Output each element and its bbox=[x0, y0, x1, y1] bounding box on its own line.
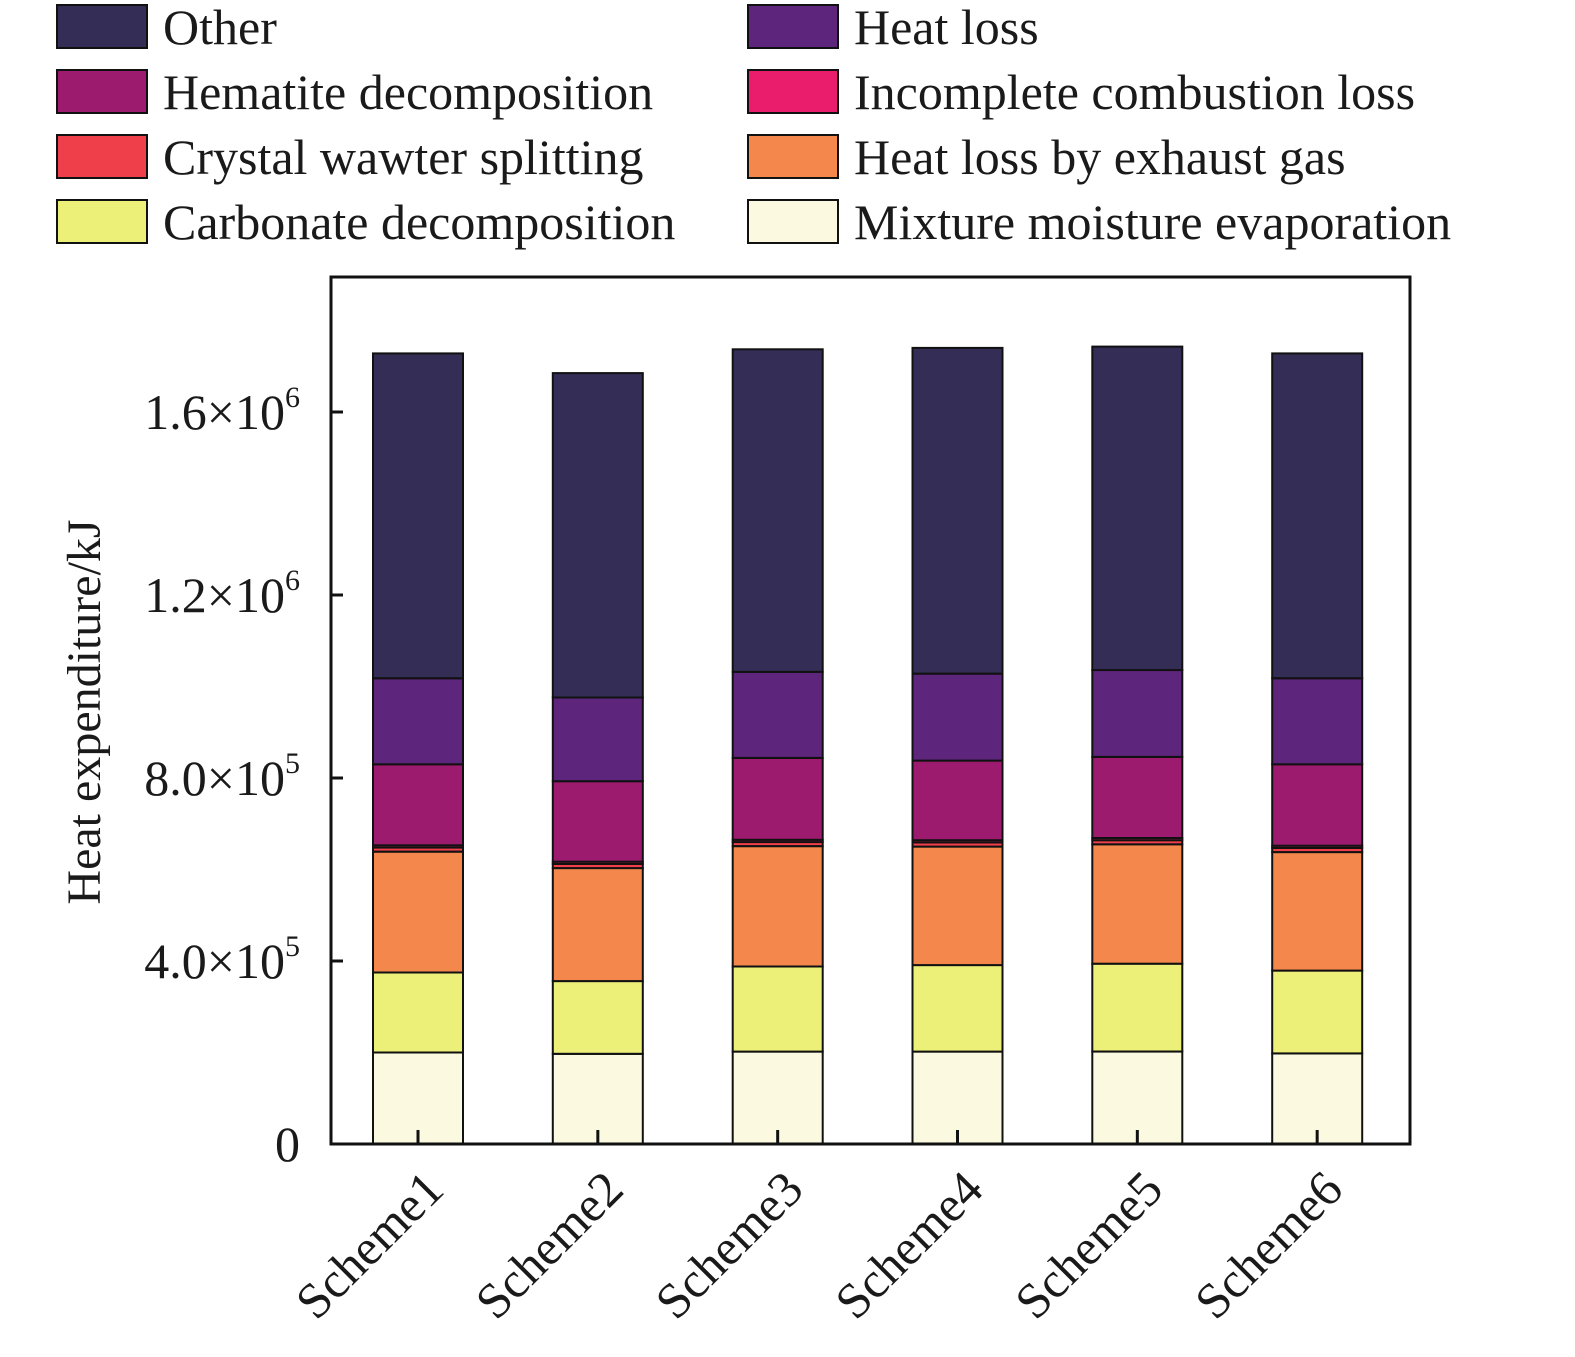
x-tick-label-scheme2: Scheme2 bbox=[464, 1160, 633, 1329]
bar-scheme4-carbonate-decomposition bbox=[911, 964, 1004, 1053]
bar-scheme4-heat-loss-by-exhaust-gas bbox=[911, 845, 1004, 967]
bar-scheme3-hematite-decomposition bbox=[731, 756, 824, 841]
bar-scheme1-hematite-decomposition bbox=[372, 763, 464, 847]
legend-swatch-other bbox=[56, 4, 148, 49]
bar-scheme5-other bbox=[1091, 345, 1184, 672]
x-tick-label-scheme1: Scheme1 bbox=[285, 1160, 454, 1329]
bar-scheme6-hematite-decomposition bbox=[1271, 763, 1364, 847]
y-tick-label: 8.0×105 bbox=[144, 747, 300, 806]
legend-label-mixture-moisture-evaporation: Mixture moisture evaporation bbox=[854, 194, 1451, 250]
bar-scheme1-mixture-moisture-evaporation bbox=[372, 1051, 464, 1145]
legend-label-incomplete-combustion-loss: Incomplete combustion loss bbox=[854, 64, 1415, 120]
bar-scheme4-mixture-moisture-evaporation bbox=[911, 1050, 1004, 1145]
legend-label-heat-loss-by-exhaust-gas: Heat loss by exhaust gas bbox=[854, 129, 1346, 185]
bar-scheme4-heat-loss bbox=[911, 672, 1004, 762]
bar-scheme2-heat-loss bbox=[551, 696, 644, 783]
bar-scheme2-hematite-decomposition bbox=[551, 780, 644, 863]
x-tick-label-scheme3: Scheme3 bbox=[644, 1160, 813, 1329]
legend: Other Heat loss Hematite decomposition Inco… bbox=[56, 0, 1451, 250]
bar-scheme1-heat-loss-by-exhaust-gas bbox=[372, 850, 464, 974]
bar-scheme3-other bbox=[731, 348, 824, 673]
bar-scheme3-heat-loss bbox=[731, 670, 824, 759]
legend-swatch-hematite-decomposition bbox=[56, 69, 148, 114]
legend-swatch-crystal-wawter-splitting bbox=[56, 134, 148, 179]
x-axis: Scheme1 Scheme2 Scheme3 Scheme4 Scheme5 Schem… bbox=[285, 1130, 1353, 1329]
bar-scheme3-mixture-moisture-evaporation bbox=[731, 1050, 824, 1145]
legend-label-heat-loss: Heat loss bbox=[854, 0, 1039, 55]
y-axis-label: Heat expenditure/kJ bbox=[58, 519, 111, 904]
bar-scheme6-heat-loss bbox=[1271, 677, 1364, 766]
legend-swatch-heat-loss-by-exhaust-gas bbox=[747, 134, 839, 179]
bar-scheme6-heat-loss-by-exhaust-gas bbox=[1271, 851, 1364, 972]
legend-swatch-mixture-moisture-evaporation bbox=[747, 199, 839, 244]
legend-swatch-heat-loss bbox=[747, 4, 839, 49]
bar-scheme2-heat-loss-by-exhaust-gas bbox=[551, 867, 644, 983]
bar-scheme3-carbonate-decomposition bbox=[731, 965, 824, 1053]
bar-scheme4-hematite-decomposition bbox=[911, 759, 1004, 842]
legend-label-crystal-wawter-splitting: Crystal wawter splitting bbox=[163, 129, 644, 185]
plot-frame bbox=[329, 275, 1412, 1146]
bar-scheme2-mixture-moisture-evaporation bbox=[551, 1052, 644, 1146]
bar-scheme5-hematite-decomposition bbox=[1091, 756, 1184, 839]
x-tick-label-scheme5: Scheme5 bbox=[1004, 1160, 1173, 1329]
bar-scheme2-other bbox=[551, 372, 644, 699]
y-tick-label: 1.2×106 bbox=[144, 564, 300, 623]
bar-scheme4-other bbox=[911, 346, 1004, 675]
bar-scheme1-other bbox=[372, 352, 464, 680]
bar-scheme2-carbonate-decomposition bbox=[551, 980, 644, 1055]
bar-scheme5-mixture-moisture-evaporation bbox=[1091, 1050, 1184, 1145]
bar-scheme5-heat-loss bbox=[1091, 669, 1184, 758]
x-tick-label-scheme4: Scheme4 bbox=[824, 1160, 993, 1329]
bar-scheme3-heat-loss-by-exhaust-gas bbox=[731, 845, 824, 968]
legend-label-other: Other bbox=[163, 0, 277, 55]
bar-scheme5-heat-loss-by-exhaust-gas bbox=[1091, 843, 1184, 965]
bar-scheme5-carbonate-decomposition bbox=[1091, 962, 1184, 1053]
y-tick-label: 0 bbox=[275, 1116, 300, 1172]
bar-scheme6-carbonate-decomposition bbox=[1271, 969, 1364, 1055]
bar-scheme6-other bbox=[1271, 352, 1364, 680]
bars bbox=[372, 345, 1364, 1146]
bar-scheme1-heat-loss bbox=[372, 677, 464, 766]
bar-scheme1-carbonate-decomposition bbox=[372, 971, 464, 1054]
y-tick-label: 4.0×105 bbox=[144, 930, 300, 989]
legend-swatch-carbonate-decomposition bbox=[56, 199, 148, 244]
legend-swatch-incomplete-combustion-loss bbox=[747, 69, 839, 114]
x-tick-label-scheme6: Scheme6 bbox=[1184, 1160, 1353, 1329]
y-axis: 0 4.0×105 8.0×105 1.2×106 1.6×106 bbox=[144, 381, 343, 1172]
legend-label-hematite-decomposition: Hematite decomposition bbox=[163, 64, 653, 120]
legend-label-carbonate-decomposition: Carbonate decomposition bbox=[163, 194, 675, 250]
bar-scheme6-mixture-moisture-evaporation bbox=[1271, 1052, 1364, 1146]
y-tick-label: 1.6×106 bbox=[144, 381, 300, 440]
